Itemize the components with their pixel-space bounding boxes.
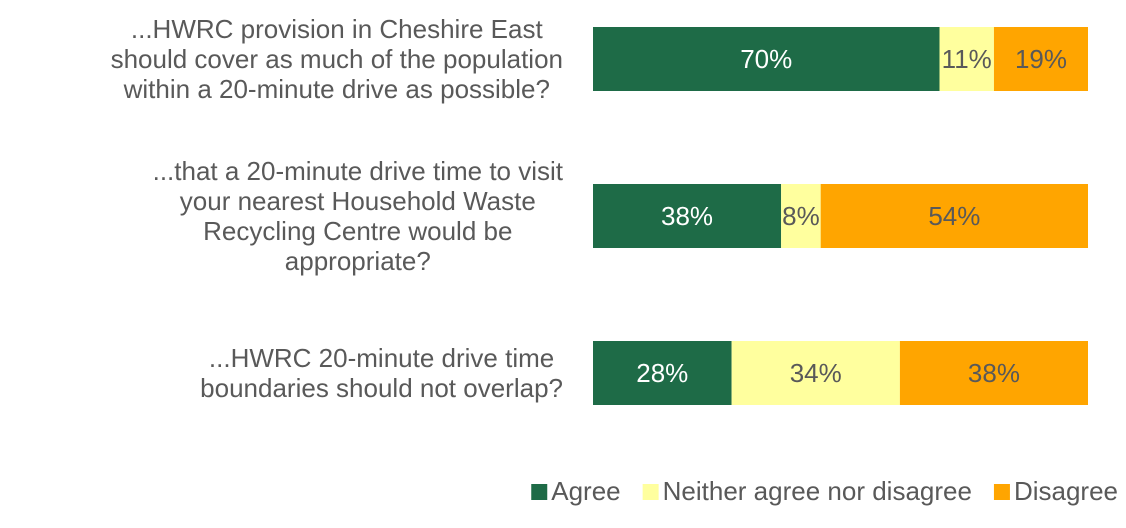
data-label: 8% — [782, 201, 820, 231]
value-labels: 70% 11% 19% 38% 8% 54% 28% 34% 38% — [636, 44, 1067, 388]
category-label: ...HWRC provision in Cheshire East should… — [111, 14, 563, 104]
bar-disagree — [993, 27, 1088, 91]
category-label: ...HWRC 20-minute drive time boundaries s… — [200, 343, 563, 403]
bar-neither-agree-nor-disagree — [939, 27, 994, 91]
legend-label: Neither agree nor disagree — [663, 476, 972, 506]
legend-swatch — [531, 484, 548, 500]
data-label: 28% — [636, 358, 688, 388]
data-label: 11% — [942, 44, 992, 74]
bars — [593, 27, 1088, 405]
bar-agree — [593, 341, 732, 405]
legend-swatch — [642, 484, 659, 500]
bar-agree — [593, 27, 940, 91]
data-label: 38% — [968, 358, 1020, 388]
data-label: 34% — [790, 358, 842, 388]
category-labels: ...HWRC provision in Cheshire East should… — [111, 14, 564, 403]
legend-label: Agree — [551, 476, 620, 506]
legend: Agree Neither agree nor disagree Disagree — [531, 476, 1118, 506]
bar-disagree — [899, 341, 1088, 405]
bar-disagree — [820, 184, 1088, 248]
data-label: 70% — [740, 44, 792, 74]
category-label: ...that a 20-minute drive time to visit y… — [153, 156, 564, 276]
legend-label: Disagree — [1014, 476, 1118, 506]
data-label: 54% — [928, 201, 980, 231]
legend-swatch — [993, 484, 1010, 500]
data-label: 19% — [1015, 44, 1067, 74]
bar-neither-agree-nor-disagree — [731, 341, 900, 405]
bar-neither-agree-nor-disagree — [781, 184, 821, 248]
data-label: 38% — [661, 201, 713, 231]
bar-agree — [593, 184, 782, 248]
